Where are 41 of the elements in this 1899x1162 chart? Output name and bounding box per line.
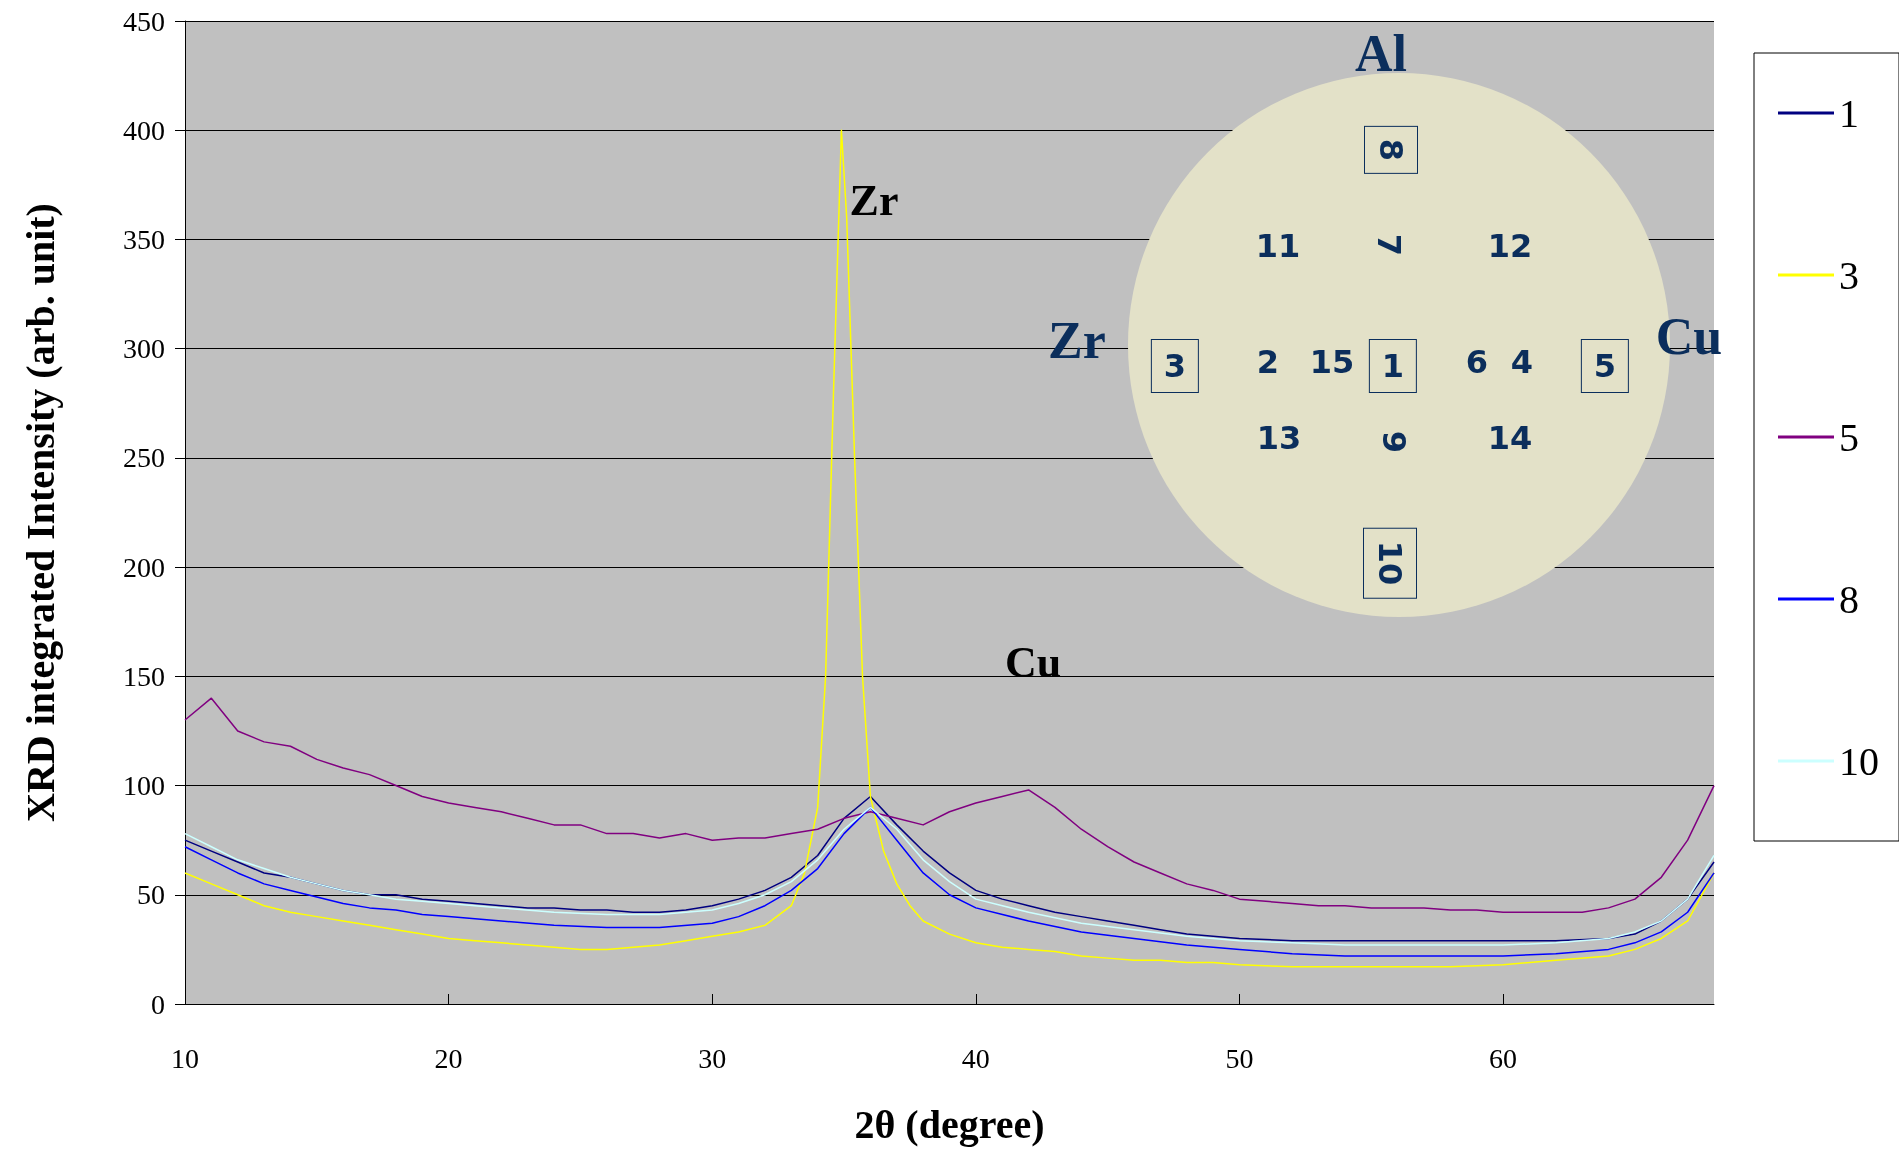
y-tick-label: 200 [123,551,165,583]
annotation: 1 [1368,339,1418,393]
annotation: 15 [1309,343,1355,381]
annotation: 6 [1465,343,1489,381]
legend-label: 5 [1839,414,1859,460]
y-tick-label: 350 [123,223,165,255]
y-tick-label: 450 [123,5,165,37]
y-tick-label: 400 [123,114,165,146]
annotation: Zr [849,174,899,226]
legend-label: 10 [1839,738,1879,784]
x-tick-label: 50 [1225,1042,1254,1074]
annotation: 2 [1256,343,1280,381]
annotation: 10 [1363,527,1417,599]
x-tick-label: 40 [961,1042,990,1074]
annotation: Al [1355,25,1407,82]
y-tick-label: 0 [151,988,165,1020]
x-axis-title: 2θ (degree) [854,1101,1045,1147]
y-tick-label: 150 [123,660,165,692]
y-tick-label: 50 [137,879,165,911]
annotation: 3 [1150,339,1200,393]
legend-label: 1 [1839,90,1859,136]
annotation: 4 [1510,343,1534,381]
y-tick-label: 250 [123,442,165,474]
annotation: 11 [1255,227,1301,265]
annotation: 12 [1487,227,1533,265]
annotation: 8 [1364,125,1418,175]
annotation: 5 [1580,339,1630,393]
legend-label: 3 [1839,252,1859,298]
annotation: 14 [1487,419,1533,457]
y-tick-label: 100 [123,770,165,802]
annotation: 7 [1370,233,1408,257]
annotation: Cu [1004,636,1062,688]
x-tick-label: 60 [1489,1042,1518,1074]
x-tick-label: 20 [434,1042,463,1074]
y-axis-title: XRD integrated Intensity (arb. unit) [17,203,63,822]
legend-label: 8 [1839,576,1859,622]
x-tick-label: 10 [171,1042,199,1074]
annotation: 9 [1375,430,1413,454]
annotation: 13 [1256,419,1302,457]
x-tick-label: 30 [698,1042,727,1074]
y-tick-label: 300 [123,333,165,365]
